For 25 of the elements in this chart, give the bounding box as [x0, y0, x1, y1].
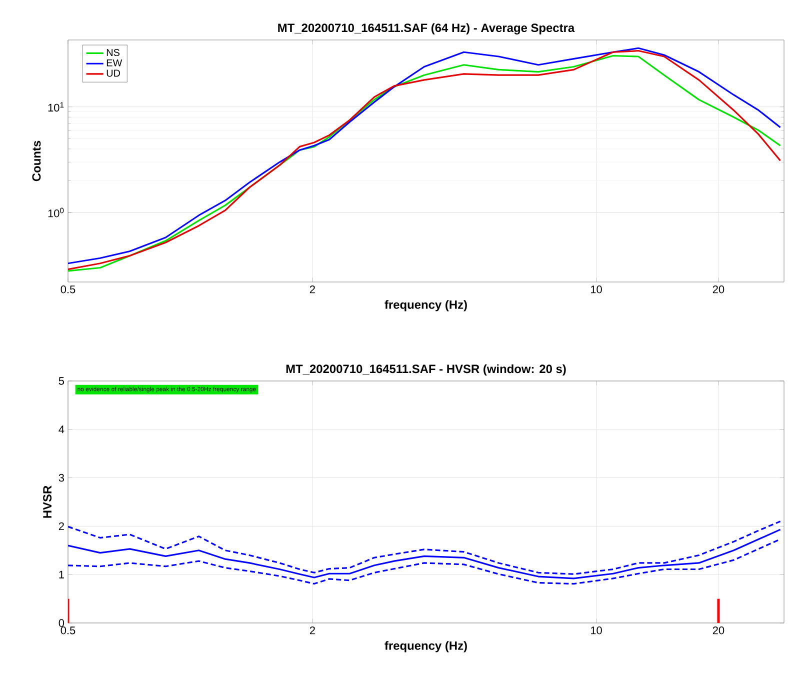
legend-label: UD	[106, 70, 120, 77]
legend-label: EW	[106, 59, 122, 66]
y-tick-label: 0	[58, 619, 64, 627]
legend-label: NS	[106, 49, 120, 56]
x-tick-label: 0.5	[60, 286, 76, 294]
x-tick-label: 10	[591, 626, 602, 634]
x-tick-label: 2	[310, 286, 315, 294]
x-tick-label: 10	[590, 286, 602, 294]
y-axis-title: Counts	[32, 140, 41, 182]
chart-title: MT_20200710_164511.SAF (64 Hz) - Average Spectra	[278, 23, 575, 34]
x-tick-label: 0.5	[60, 626, 76, 634]
y-tick-label: 10$^{0}$	[48, 208, 64, 218]
y-tick-label: 10$^{1}$	[48, 102, 64, 112]
y-tick-label: 3	[58, 474, 64, 482]
x-tick-label: 20	[712, 626, 724, 634]
x-axis-title: frequency (Hz)	[384, 300, 467, 312]
chart-title: MT_20200710_164511.SAF - HVSR (window: 20 s)	[286, 364, 566, 376]
y-tick-label: 1	[59, 570, 64, 578]
y-tick-label: 4	[58, 426, 64, 434]
x-axis-title: frequency (Hz)	[384, 641, 467, 652]
x-tick-label: 20	[712, 286, 724, 294]
y-tick-label: 5	[58, 377, 64, 385]
y-axis-title: HVSR	[43, 486, 52, 518]
x-tick-label: 2	[310, 626, 315, 634]
y-tick-label: 2	[58, 522, 64, 530]
